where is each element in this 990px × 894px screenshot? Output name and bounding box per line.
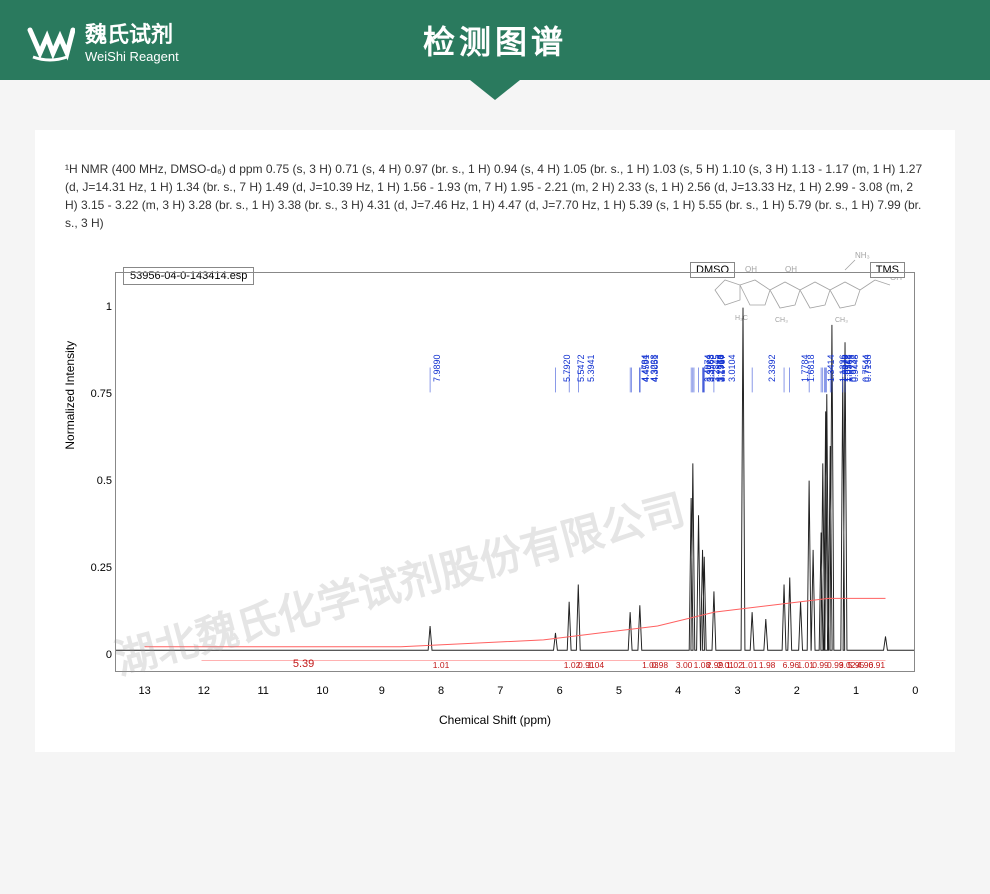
- y-axis-label: Normalized Intensity: [63, 341, 77, 450]
- nmr-chart: 53956-04-0-143414.esp DMSO TMS Normalize…: [55, 262, 935, 732]
- header-pointer: [470, 80, 520, 100]
- x-tick: 0: [912, 685, 918, 697]
- peak-label: 5.7920: [562, 354, 572, 382]
- x-tick: 10: [316, 685, 328, 697]
- peak-label: 7.9890: [432, 354, 442, 382]
- integral-value: 1.01: [433, 660, 450, 670]
- peak-label: 1.6818: [806, 354, 816, 382]
- x-tick: 13: [139, 685, 151, 697]
- logo-english: WeiShi Reagent: [85, 49, 179, 64]
- spectrum-svg: [116, 273, 914, 671]
- x-tick: 2: [794, 685, 800, 697]
- x-tick: 11: [257, 685, 268, 697]
- integral-value: 1.04: [588, 660, 605, 670]
- logo-icon: [25, 15, 75, 65]
- logo-chinese: 魏氏试剂: [85, 17, 179, 49]
- x-tick: 6: [557, 685, 563, 697]
- peak-label: 5.5472: [576, 354, 586, 382]
- peak-label: 0.9448: [850, 354, 860, 382]
- integral-value: 3.00: [676, 660, 693, 670]
- y-tick: 0.25: [90, 562, 112, 574]
- content-panel: ¹H NMR (400 MHz, DMSO-d₆) d ppm 0.75 (s,…: [35, 130, 955, 752]
- y-tick: 0.75: [90, 388, 112, 400]
- integral-value: 6.91: [869, 660, 886, 670]
- integral-value: 1.01: [741, 660, 758, 670]
- x-tick: 5: [616, 685, 622, 697]
- x-tick: 9: [379, 685, 385, 697]
- peak-label: 5.3941: [586, 354, 596, 382]
- integral-value: 0.98: [652, 660, 669, 670]
- peak-label: 0.7138: [863, 354, 873, 382]
- peak-label: 4.3051: [650, 354, 660, 382]
- y-tick: 0.5: [90, 475, 112, 487]
- svg-text:NH₃: NH₃: [855, 251, 870, 260]
- x-tick: 8: [438, 685, 444, 697]
- x-tick: 3: [734, 685, 740, 697]
- page-title: 检测图谱: [423, 17, 567, 63]
- x-tick: 1: [853, 685, 859, 697]
- x-axis-label: Chemical Shift (ppm): [439, 713, 551, 727]
- x-tick: 12: [198, 685, 210, 697]
- peak-label: 1.3414: [826, 354, 836, 382]
- header-bar: 魏氏试剂 WeiShi Reagent 检测图谱: [0, 0, 990, 80]
- logo-area: 魏氏试剂 WeiShi Reagent: [0, 15, 179, 65]
- x-tick: 7: [497, 685, 503, 697]
- peak-label: 3.1767: [717, 354, 727, 382]
- peak-label: 2.3392: [767, 354, 777, 382]
- integral-value-large: 5.39: [293, 658, 314, 670]
- integral-value: 1.98: [759, 660, 776, 670]
- chart-plot-area: [115, 272, 915, 672]
- y-tick: 0: [90, 649, 112, 661]
- y-tick: 1: [90, 301, 112, 313]
- x-tick: 4: [675, 685, 681, 697]
- peak-label: 3.0104: [727, 354, 737, 382]
